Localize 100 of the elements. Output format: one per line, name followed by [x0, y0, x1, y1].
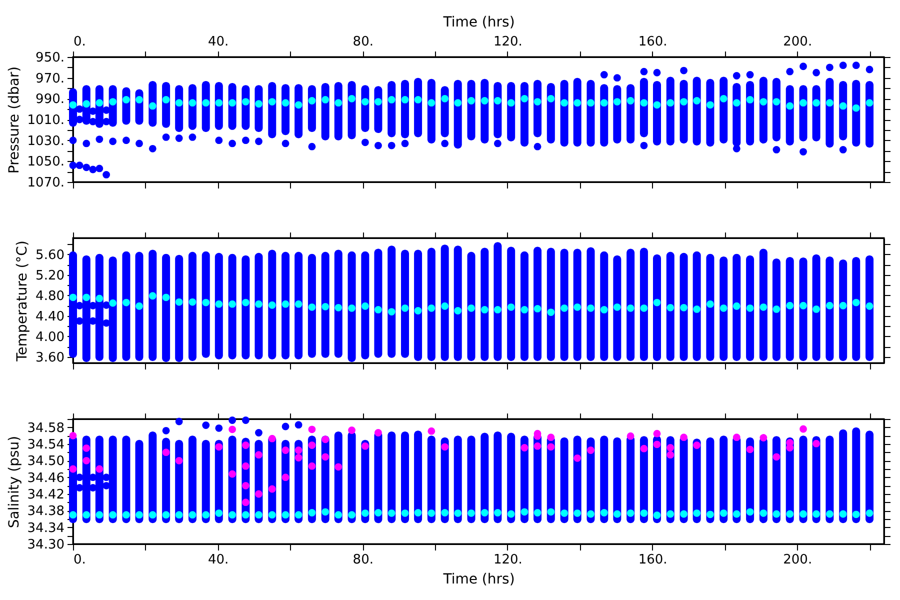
bar	[308, 254, 316, 358]
y-tick-label: 5.20	[36, 268, 64, 284]
bar	[294, 252, 303, 360]
bar	[427, 436, 436, 524]
bar	[852, 427, 860, 524]
bar	[135, 440, 144, 524]
point	[653, 430, 661, 438]
point	[96, 136, 104, 143]
x-tick-label: 200.	[783, 34, 812, 50]
bar	[852, 80, 860, 147]
bar	[480, 432, 489, 524]
bar	[507, 246, 516, 361]
point	[361, 138, 369, 146]
point	[308, 426, 316, 434]
point	[640, 142, 648, 150]
point	[82, 444, 90, 452]
bar	[692, 251, 701, 361]
bar	[613, 255, 622, 361]
bar	[188, 252, 196, 361]
x-tick-label: 80.	[352, 552, 374, 568]
bar	[759, 76, 768, 144]
point	[401, 140, 409, 148]
point	[587, 446, 594, 454]
bar	[666, 76, 674, 146]
bar	[348, 80, 356, 140]
point	[282, 140, 290, 148]
x-tick-label: 0.	[74, 552, 86, 568]
bar	[600, 84, 608, 147]
y-tick-label: 970.	[36, 71, 64, 86]
bar	[560, 248, 568, 361]
bar	[640, 248, 648, 361]
bar	[560, 80, 568, 147]
bar	[600, 436, 608, 524]
point	[268, 485, 276, 493]
point	[215, 424, 223, 432]
bar	[732, 254, 741, 361]
bar	[135, 252, 144, 361]
point	[574, 454, 582, 462]
bar	[759, 437, 768, 524]
point	[772, 453, 780, 461]
point	[136, 140, 143, 148]
point	[69, 136, 77, 144]
point	[122, 136, 130, 144]
bar	[162, 254, 170, 362]
x-tick-label: 120.	[493, 552, 522, 568]
y-axis-title: Salinity (psu)	[6, 436, 22, 528]
bar	[480, 78, 489, 144]
point	[175, 418, 183, 426]
point	[215, 136, 223, 144]
bar	[746, 80, 754, 146]
bar	[852, 256, 860, 361]
bar	[454, 80, 462, 149]
bar	[122, 251, 130, 361]
point	[69, 465, 77, 473]
point	[242, 482, 250, 490]
bar	[759, 248, 768, 361]
y-tick-label: 5.60	[36, 248, 64, 263]
y-tick-label: 3.60	[36, 350, 64, 366]
point	[534, 442, 542, 450]
x-axis-title: Time (hrs)	[442, 572, 515, 588]
point	[680, 66, 688, 74]
bar	[812, 85, 820, 142]
point	[361, 442, 369, 450]
bar	[866, 255, 874, 361]
point	[852, 62, 860, 70]
x-tick-label: 40.	[208, 34, 229, 50]
point	[388, 142, 396, 150]
point	[162, 448, 170, 456]
bar	[866, 430, 874, 524]
bar	[374, 248, 382, 358]
bar	[626, 84, 635, 144]
point	[294, 421, 302, 429]
y-tick-label: 990.	[36, 92, 64, 108]
point	[228, 426, 236, 434]
y-tick-label: 34.42	[27, 488, 64, 502]
point	[812, 440, 820, 448]
point	[268, 434, 276, 442]
point	[826, 64, 834, 72]
bar	[626, 436, 635, 524]
bar	[839, 80, 848, 140]
y-tick-label: 34.30	[27, 538, 64, 552]
bar	[786, 256, 794, 361]
point	[282, 422, 290, 430]
point	[69, 432, 77, 440]
bar	[613, 85, 622, 144]
bar	[268, 250, 276, 360]
bar	[122, 436, 130, 524]
x-tick-label: 160.	[638, 552, 668, 568]
y-tick-label: 1050.	[27, 154, 64, 170]
x-tick-label: 120.	[493, 34, 522, 50]
point	[228, 416, 236, 424]
y-tick-label: 1010.	[27, 113, 64, 128]
point	[653, 68, 661, 76]
bar	[652, 80, 661, 146]
point	[520, 444, 528, 452]
x-tick-label: 0.	[74, 34, 86, 50]
bar	[613, 437, 622, 524]
bar	[148, 432, 157, 524]
point	[188, 134, 196, 141]
bar	[586, 80, 595, 147]
